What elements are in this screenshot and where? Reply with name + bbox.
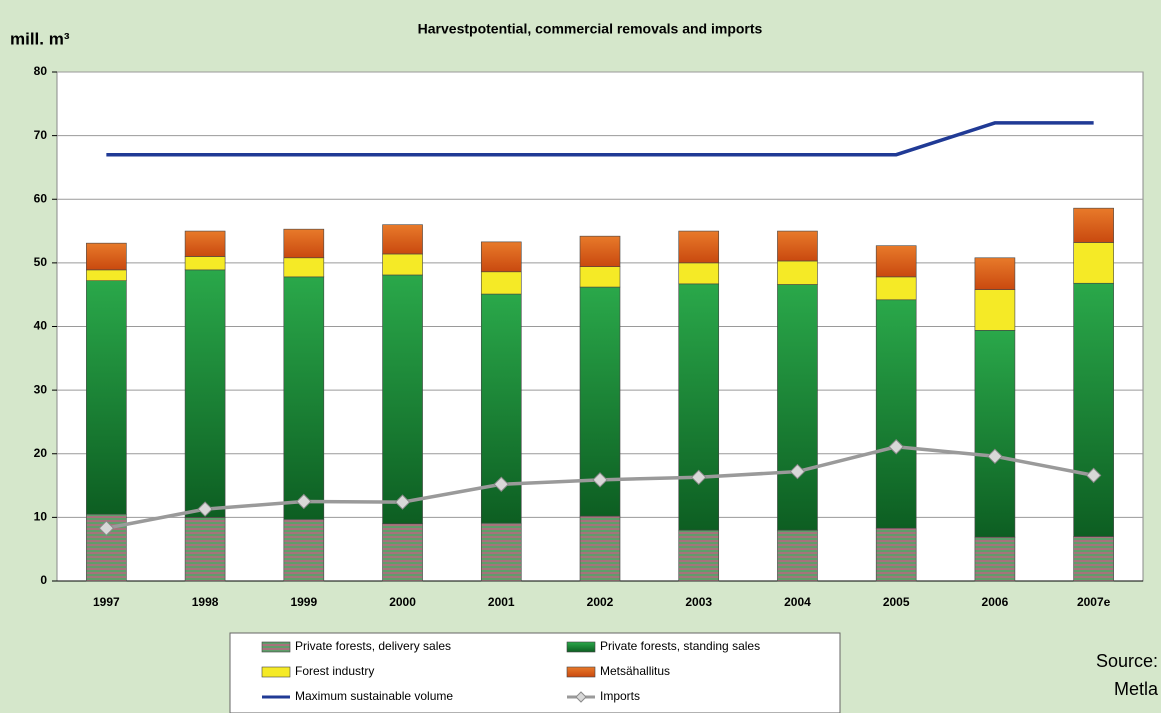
legend-swatch — [261, 666, 291, 678]
legend-label: Metsähallitus — [600, 664, 670, 678]
bar-segment — [184, 256, 226, 271]
bar-segment — [974, 330, 1016, 538]
bar-segment — [382, 274, 423, 525]
marker — [394, 494, 411, 510]
marker — [888, 439, 904, 455]
y-tick-label: 80 — [34, 64, 48, 78]
bar-segment — [974, 536, 1016, 582]
bar-segment — [184, 269, 226, 518]
bar-segment — [974, 289, 1016, 331]
source-name: Metla — [1114, 679, 1159, 699]
y-tick-label: 30 — [34, 382, 48, 396]
legend-label: Maximum sustainable volume — [295, 689, 453, 703]
bar-segment — [875, 245, 917, 278]
bar-segment — [86, 269, 127, 281]
bar-segment — [579, 515, 621, 582]
x-tick-label: 2003 — [685, 595, 712, 609]
bar-segment — [283, 276, 325, 520]
bar-segment — [579, 235, 621, 267]
bar-segment — [382, 253, 423, 276]
bar-segment — [1073, 242, 1114, 284]
bar-segment — [678, 283, 720, 531]
x-tick-label: 2004 — [784, 595, 811, 609]
line — [106, 121, 1094, 157]
marker — [789, 463, 806, 480]
y-axis-label: mill. m³ — [10, 29, 70, 48]
legend-marker — [575, 691, 587, 703]
bar-segment — [777, 284, 818, 531]
bar-segment — [283, 518, 325, 582]
bar-segment — [283, 257, 325, 278]
marker — [691, 469, 707, 485]
bar-segment — [1073, 536, 1114, 582]
legend-label: Private forests, delivery sales — [295, 639, 451, 653]
bar-segment — [875, 527, 917, 582]
x-tick-label: 1997 — [93, 595, 120, 609]
bar-segment — [480, 271, 522, 295]
bar-segment — [875, 276, 917, 301]
bar-segment — [283, 228, 325, 259]
x-tick-label: 2001 — [488, 595, 515, 609]
y-tick-label: 60 — [34, 191, 48, 205]
marker — [1085, 467, 1102, 484]
y-tick-label: 10 — [34, 510, 48, 524]
x-tick-label: 2000 — [389, 595, 416, 609]
y-tick-label: 0 — [40, 573, 47, 587]
bar-segment — [678, 262, 720, 285]
bar-segment — [382, 224, 423, 255]
x-tick-label: 2007e — [1077, 595, 1111, 609]
legend-swatch — [261, 641, 291, 653]
marker — [98, 520, 115, 536]
legend-label: Forest industry — [295, 664, 374, 678]
bar-segment — [579, 266, 621, 288]
y-tick-label: 70 — [34, 128, 48, 142]
bar-segment — [480, 241, 522, 273]
bar-segment — [86, 242, 127, 271]
x-tick-label: 2002 — [587, 595, 614, 609]
bar-segment — [678, 230, 720, 264]
source-label: Source: — [1096, 651, 1158, 671]
chart-title: Harvestpotential, commercial removals an… — [418, 21, 763, 37]
bar-segment — [777, 260, 818, 285]
x-tick-label: 2005 — [883, 595, 910, 609]
bar-segment — [678, 529, 720, 582]
bar-segment — [974, 257, 1016, 290]
marker — [296, 493, 312, 510]
legend-label: Private forests, standing sales — [600, 639, 760, 653]
bar-segment — [777, 529, 818, 582]
y-tick-label: 40 — [34, 319, 48, 333]
x-tick-label: 1999 — [290, 595, 317, 609]
marker — [493, 476, 509, 492]
x-tick-label: 1998 — [192, 595, 219, 609]
bar-segment — [777, 230, 818, 262]
marker — [592, 472, 608, 488]
y-tick-label: 20 — [34, 446, 48, 460]
bar-segment — [184, 517, 226, 582]
bar-segment — [184, 230, 226, 257]
bar-segment — [1073, 282, 1114, 537]
bar-segment — [382, 523, 423, 582]
legend-swatch — [566, 641, 596, 653]
bar-segment — [875, 299, 917, 529]
legend-swatch — [566, 666, 596, 678]
bar-segment — [480, 522, 522, 582]
bar-segment — [86, 280, 127, 515]
marker — [197, 501, 213, 517]
marker — [987, 448, 1003, 465]
y-tick-label: 50 — [34, 255, 48, 269]
legend-label: Imports — [600, 689, 640, 703]
bar-segment — [1073, 207, 1114, 243]
legend — [229, 632, 841, 713]
x-tick-label: 2006 — [982, 595, 1009, 609]
